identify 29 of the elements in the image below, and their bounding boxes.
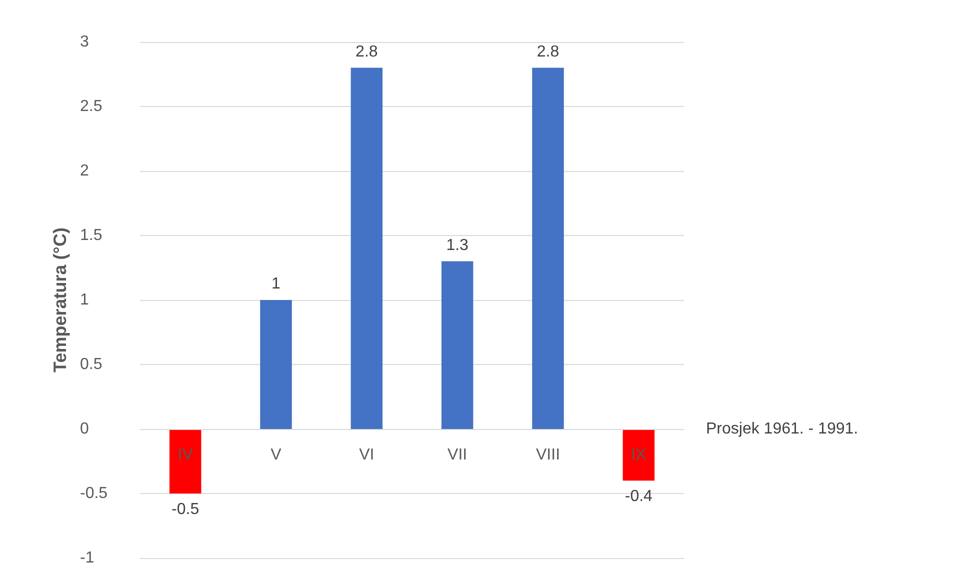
x-tick-label: V: [270, 446, 282, 464]
bar: [622, 429, 655, 481]
data-label: 2.8: [536, 43, 560, 60]
bar: [260, 300, 292, 429]
bar: [350, 68, 383, 429]
y-tick-label: -1: [80, 550, 94, 566]
y-tick-label: 2: [80, 162, 89, 180]
bar: [532, 68, 564, 429]
bar: [441, 261, 474, 429]
data-label: -0.5: [172, 501, 200, 518]
y-tick-label: 1.5: [80, 227, 102, 244]
x-axis-title: Prosjek 1961. - 1991.: [706, 420, 858, 438]
y-tick-label: 2.5: [80, 98, 102, 115]
y-tick-label: 0.5: [80, 356, 102, 373]
data-label: 2.8: [356, 43, 378, 60]
y-tick-label: -0.5: [80, 485, 108, 502]
bar: [169, 429, 202, 494]
x-tick-label: VII: [448, 446, 468, 464]
x-tick-label: IV: [178, 446, 194, 464]
x-tick-label: IX: [631, 446, 647, 464]
y-tick-label: 0: [80, 420, 89, 438]
data-label: -0.4: [624, 488, 653, 506]
data-label: 1: [272, 276, 281, 292]
data-label: 1.3: [446, 236, 469, 254]
y-tick-label: 3: [80, 34, 89, 50]
x-tick-label: VIII: [536, 446, 560, 464]
y-axis-title: Temperatura (°C): [50, 228, 70, 372]
y-tick-label: 1: [80, 292, 89, 308]
x-tick-label: VI: [359, 446, 374, 464]
